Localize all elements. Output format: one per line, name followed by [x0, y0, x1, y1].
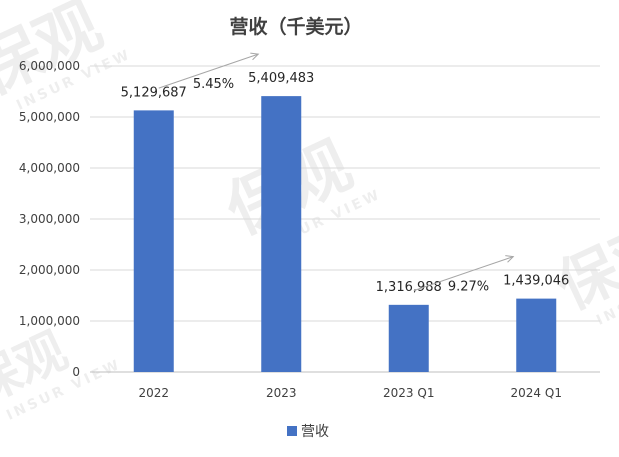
- x-tick-label: 2023: [266, 386, 297, 400]
- y-tick-label: 1,000,000: [19, 314, 80, 328]
- legend-swatch: [287, 426, 297, 436]
- bar: [516, 298, 557, 372]
- x-tick-label: 2023 Q1: [383, 386, 434, 400]
- data-label: 1,316,988: [376, 280, 442, 295]
- watermark-text: 保观: [547, 209, 619, 323]
- data-labels: 5,129,687 5,409,483 1,316,988 1,439,046: [121, 71, 570, 295]
- bar-series: [133, 96, 557, 373]
- y-tick-label: 4,000,000: [19, 161, 80, 175]
- x-axis: 2022 2023 2023 Q1 2024 Q1: [138, 386, 561, 400]
- arrow-head: [250, 52, 260, 61]
- data-label: 5,129,687: [121, 85, 187, 100]
- bar: [133, 110, 174, 373]
- growth-label: 5.45%: [193, 77, 234, 92]
- chart-title: 营收（千美元）: [229, 15, 362, 38]
- y-axis: 0 1,000,000 2,000,000 3,000,000 4,000,000 5,0…: [19, 59, 80, 379]
- y-tick-label: 3,000,000: [19, 212, 80, 226]
- data-label: 5,409,483: [248, 71, 314, 86]
- growth-arrow: [413, 255, 515, 292]
- data-label: 1,439,046: [503, 274, 569, 289]
- growth-label: 9.27%: [448, 280, 489, 295]
- growth-arrow: [158, 52, 260, 89]
- arrow-head: [505, 255, 515, 263]
- bar: [261, 96, 302, 372]
- y-tick-label: 5,000,000: [19, 110, 80, 124]
- gridlines: [90, 65, 600, 373]
- legend: 营收: [287, 424, 329, 440]
- x-tick-label: 2022: [138, 386, 169, 400]
- arrow-line: [413, 256, 514, 292]
- growth-annotations: 5.45% 9.27%: [158, 52, 515, 295]
- legend-label: 营收: [301, 424, 329, 440]
- y-tick-label: 2,000,000: [19, 263, 80, 277]
- bar: [388, 304, 429, 372]
- arrow-line: [158, 53, 259, 89]
- y-tick-label: 6,000,000: [19, 59, 80, 73]
- x-tick-label: 2024 Q1: [511, 386, 562, 400]
- y-tick-label: 0: [72, 365, 80, 379]
